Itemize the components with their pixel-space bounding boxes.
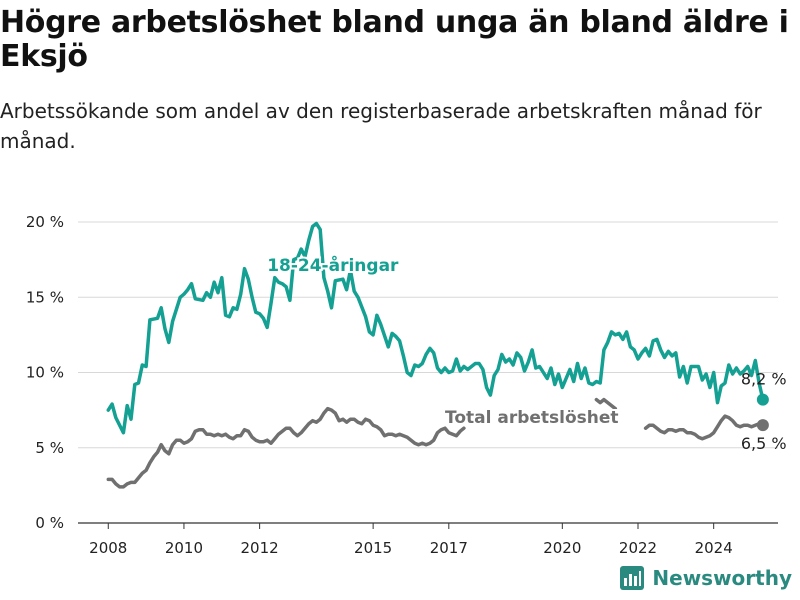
x-tick-label: 2008 bbox=[89, 539, 127, 557]
series-label-youth: 18-24-åringar bbox=[267, 254, 399, 276]
end-point-marker bbox=[756, 419, 769, 432]
end-point-marker bbox=[756, 393, 769, 406]
x-tick-label: 2015 bbox=[354, 539, 392, 557]
x-tick-label: 2010 bbox=[165, 539, 203, 557]
y-axis-ticks: 0 % 5 % 10 % 15 % 20 % bbox=[26, 213, 64, 532]
chart-title: Högre arbetslöshet bland unga än bland ä… bbox=[0, 5, 789, 74]
end-value-label: 6,5 % bbox=[741, 434, 787, 453]
chart-subtitle: Arbetssökande som andel av den registerb… bbox=[0, 99, 762, 153]
series-line bbox=[106, 406, 466, 489]
x-tick-label: 2020 bbox=[543, 539, 581, 557]
x-axis-ticks: 2008 2010 2012 2015 2017 2020 2022 2024 bbox=[89, 523, 733, 557]
newsworthy-logo: Newsworthy bbox=[620, 566, 792, 590]
series-line bbox=[643, 414, 765, 441]
x-tick-label: 2012 bbox=[241, 539, 279, 557]
brand-name: Newsworthy bbox=[652, 566, 792, 590]
x-tick-label: 2017 bbox=[430, 539, 468, 557]
series-label-total: Total arbetslöshet bbox=[445, 408, 619, 428]
x-tick-label: 2024 bbox=[695, 539, 733, 557]
y-tick-label: 10 % bbox=[26, 364, 64, 382]
y-tick-label: 5 % bbox=[35, 439, 64, 457]
series-labels: 8,2 % 6,5 % 18-24-åringar Total arbetslöshe… bbox=[265, 252, 787, 453]
x-tick-label: 2022 bbox=[619, 539, 657, 557]
y-tick-label: 0 % bbox=[35, 514, 64, 532]
series-lines bbox=[106, 221, 769, 489]
series-line bbox=[106, 221, 765, 435]
grid-lines bbox=[78, 221, 778, 524]
end-value-label: 8,2 % bbox=[741, 370, 787, 389]
y-tick-label: 15 % bbox=[26, 288, 64, 306]
newsworthy-icon bbox=[620, 566, 645, 590]
series-line bbox=[594, 397, 618, 411]
y-tick-label: 20 % bbox=[26, 213, 64, 231]
